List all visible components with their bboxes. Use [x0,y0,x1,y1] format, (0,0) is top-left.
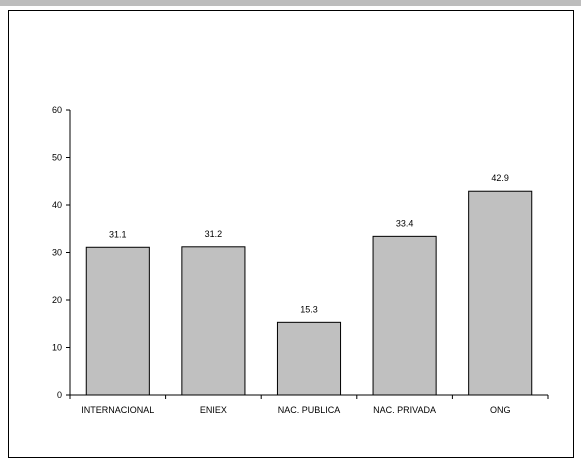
data-label: 33.4 [396,218,414,228]
y-tick-label: 40 [52,200,62,210]
y-axis: 0 10 20 30 40 50 60 [52,105,71,400]
category-label: INTERNACIONAL [81,405,154,415]
y-tick-label: 10 [52,343,62,353]
bar-nac-publica [276,321,342,396]
category-label: NAC. PRIVADA [373,405,436,415]
y-tick-label: 20 [52,295,62,305]
y-tick-label: 60 [52,105,62,115]
bar-nac-privada [372,235,437,396]
y-tick-label: 0 [57,390,62,400]
data-label: 42.9 [491,173,509,183]
y-tick-label: 50 [52,153,62,163]
category-label: ONG [490,405,511,415]
category-label: ENIEX [200,405,227,415]
bar-ong [468,190,533,396]
category-label: NAC. PUBLICA [278,405,341,415]
data-label: 15.3 [300,304,318,314]
bar-eniex [181,246,246,396]
top-band [0,0,581,6]
chart-frame [8,10,574,458]
data-labels: 31.1 31.2 15.3 33.4 42.9 [109,173,509,314]
y-tick-label: 30 [52,248,62,258]
bar-internacional [85,246,150,396]
bars [85,190,533,396]
data-label: 31.1 [109,229,127,239]
x-axis: INTERNACIONAL ENIEX NAC. PUBLICA NAC. PRIVA… [69,394,549,415]
data-label: 31.2 [205,229,223,239]
